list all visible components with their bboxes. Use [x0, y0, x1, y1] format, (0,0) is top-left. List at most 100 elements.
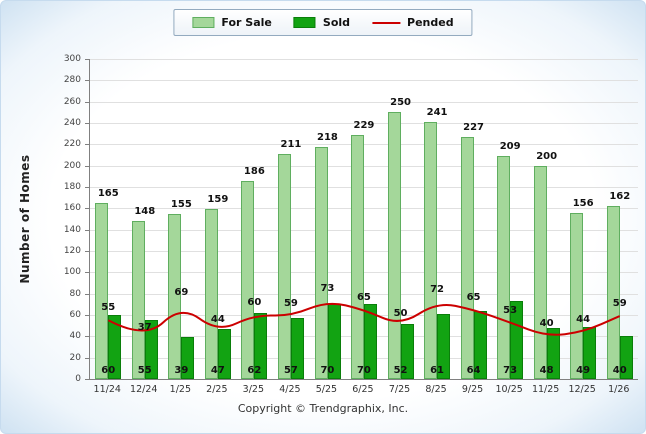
y-tick-label: 0 — [75, 374, 81, 384]
y-tick-label: 200 — [63, 160, 81, 171]
x-axis-label: 7/25 — [388, 384, 411, 395]
gridline — [90, 272, 638, 274]
bar-sold — [546, 327, 560, 379]
y-tick-label: 300 — [63, 54, 81, 64]
x-axis-label: 11/24 — [93, 384, 121, 395]
bar-sold — [327, 304, 341, 379]
bar-for-sale — [241, 180, 255, 379]
bar-for-sale — [533, 165, 547, 379]
x-axis-label: 12/24 — [130, 384, 158, 395]
copyright-text: Copyright © Trendgraphix, Inc. — [237, 402, 409, 415]
gridline — [90, 251, 638, 252]
y-tick-label: 220 — [63, 139, 81, 150]
bar-sold — [290, 318, 304, 379]
bar-sold — [254, 312, 268, 379]
y-tick-mark — [85, 144, 89, 146]
x-axis-label: 10/25 — [495, 384, 523, 395]
gridline — [90, 208, 638, 210]
bar-for-sale — [570, 212, 584, 379]
x-axis-label: 9/25 — [461, 384, 484, 395]
bar-sold — [181, 337, 195, 379]
bar-sold — [364, 304, 377, 379]
gridline — [90, 293, 638, 295]
y-tick-mark — [85, 123, 89, 124]
legend-swatch-for-sale — [192, 17, 215, 28]
y-tick-label: 160 — [63, 203, 81, 214]
bar-sold — [437, 313, 451, 379]
y-tick-mark — [85, 187, 89, 188]
bar-sold — [108, 315, 122, 379]
y-tick-label: 280 — [63, 75, 81, 86]
legend-swatch-sold — [293, 17, 316, 28]
gridline — [90, 80, 638, 82]
bar-for-sale — [497, 156, 511, 379]
bar-for-sale — [168, 213, 182, 379]
bar-sold — [144, 320, 158, 379]
gridline — [90, 165, 638, 167]
for-sale-value-label: 156 — [572, 197, 594, 209]
for-sale-value-label: 200 — [536, 150, 558, 162]
for-sale-value-label: 250 — [390, 97, 411, 109]
x-axis-label: 2/25 — [206, 384, 228, 395]
for-sale-value-label: 218 — [317, 131, 338, 143]
y-tick-mark — [85, 251, 89, 252]
gridline — [90, 101, 638, 103]
y-tick-mark — [85, 229, 89, 231]
y-tick-label: 240 — [63, 118, 81, 128]
legend-label-sold: Sold — [322, 16, 351, 29]
y-tick-mark — [85, 379, 89, 380]
gridline — [90, 144, 638, 146]
y-tick-label: 20 — [69, 352, 81, 363]
gridline — [90, 59, 638, 60]
gridline — [90, 123, 638, 124]
bar-sold — [217, 328, 231, 379]
plot-area: 165 55 60 148 37 55 155 69 39 159 44 47 186 60 62 211 59… — [89, 59, 638, 380]
y-tick-mark — [85, 336, 89, 338]
y-tick-mark — [85, 80, 89, 82]
bar-for-sale — [606, 206, 620, 379]
bar-sold — [400, 323, 414, 379]
bar-sold — [619, 336, 633, 379]
y-tick-label: 260 — [63, 96, 81, 107]
gridline — [90, 187, 638, 188]
y-tick-mark — [85, 165, 89, 167]
for-sale-value-label: 186 — [243, 165, 265, 177]
y-tick-label: 40 — [69, 331, 81, 342]
x-axis-label: 12/25 — [568, 384, 596, 395]
legend-label-for-sale: For Sale — [221, 16, 272, 29]
y-tick-mark — [85, 101, 89, 103]
legend-item-pended: Pended — [372, 16, 454, 29]
x-axis-label: 6/25 — [352, 384, 374, 395]
y-tick-mark — [85, 208, 89, 210]
x-axis-label: 4/25 — [279, 384, 301, 395]
y-tick-mark — [85, 315, 89, 316]
y-tick-mark — [85, 59, 89, 60]
y-tick-mark — [85, 272, 89, 274]
legend-item-sold: Sold — [293, 16, 351, 29]
y-tick-label: 80 — [69, 288, 81, 299]
x-axis-label: 8/25 — [425, 384, 447, 395]
bar-sold — [583, 326, 597, 379]
y-tick-label: 180 — [63, 182, 81, 192]
y-tick-label: 140 — [63, 224, 81, 235]
legend-swatch-pended — [372, 21, 401, 24]
for-sale-value-label: 227 — [463, 121, 484, 133]
y-tick-label: 120 — [63, 246, 81, 256]
y-tick-mark — [85, 293, 89, 295]
for-sale-value-label: 241 — [426, 106, 448, 118]
bar-for-sale — [314, 146, 328, 379]
legend-label-pended: Pended — [407, 16, 454, 29]
bar-for-sale — [277, 153, 291, 379]
x-axis-label: 1/25 — [169, 384, 192, 395]
bar-for-sale — [424, 121, 438, 379]
bar-sold — [510, 301, 524, 379]
for-sale-value-label: 159 — [207, 194, 229, 206]
legend: For Sale Sold Pended — [173, 9, 473, 36]
legend-item-for-sale: For Sale — [192, 16, 272, 29]
bar-sold — [473, 310, 487, 379]
y-axis-title: Number of Homes — [18, 154, 32, 284]
bar-for-sale — [131, 221, 145, 379]
x-axis-label: 11/25 — [531, 384, 560, 395]
for-sale-value-label: 162 — [609, 191, 631, 203]
